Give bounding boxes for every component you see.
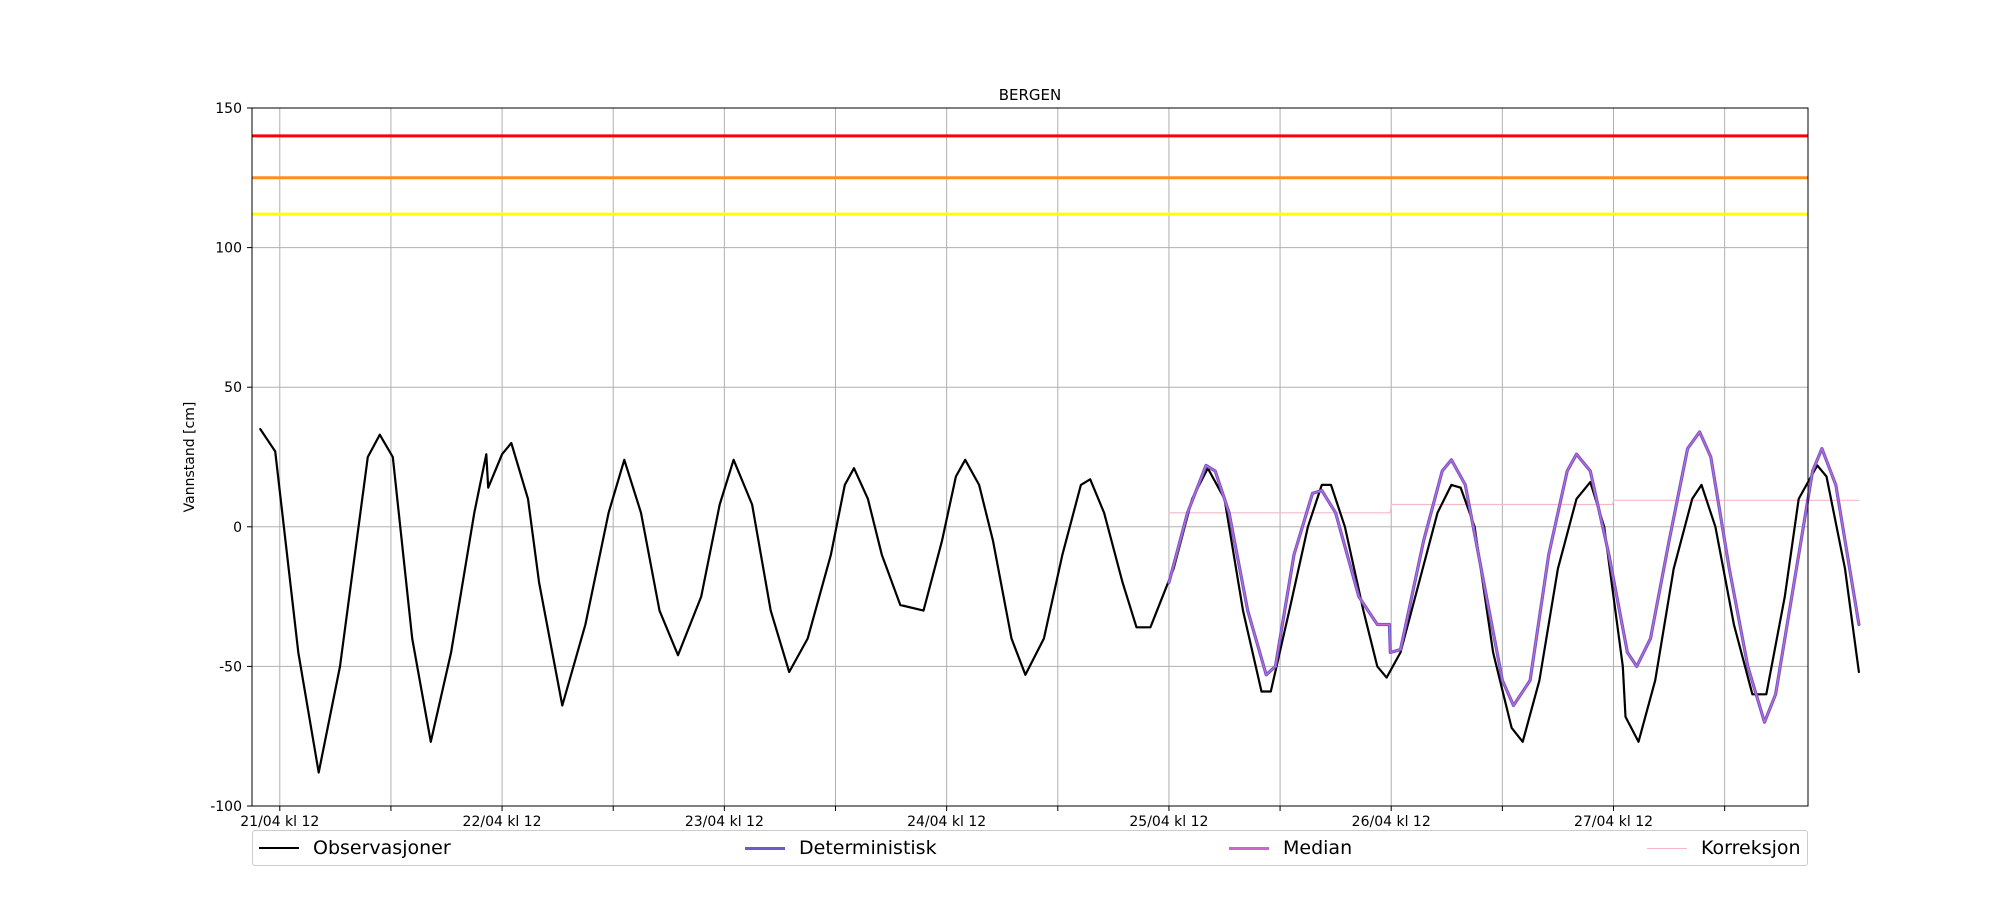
series-lines — [259, 428, 1861, 774]
y-tick-label: -50 — [219, 659, 242, 675]
x-tick-label: 24/04 kl 12 — [907, 814, 986, 830]
legend-label-deterministisk: Deterministisk — [799, 837, 937, 859]
x-tick-label: 26/04 kl 12 — [1352, 814, 1431, 830]
plot-frame — [251, 107, 1809, 807]
y-tick-label: 150 — [215, 101, 242, 117]
series-line-korreksjon — [1168, 499, 1860, 514]
legend-label-korreksjon: Korreksjon — [1701, 837, 1801, 859]
y-tick-label: -100 — [210, 799, 242, 815]
x-tick-label: 22/04 kl 12 — [463, 814, 542, 830]
series-line-median — [1168, 431, 1860, 723]
x-tick-label: 25/04 kl 12 — [1129, 814, 1208, 830]
y-tick-label: 100 — [215, 241, 242, 257]
y-tick-label: 50 — [224, 380, 242, 396]
chart-title: BERGEN — [999, 86, 1062, 104]
legend-item-korreksjon: Korreksjon — [1647, 831, 1801, 865]
legend: Observasjoner Deterministisk Median Korr… — [252, 830, 1808, 866]
legend-item-observasjoner: Observasjoner — [259, 831, 451, 865]
legend-swatch-median — [1229, 846, 1269, 850]
axis-ticks: 21/04 kl 12 22/04 kl 12 23/04 kl 12 24/04 k… — [210, 101, 1726, 830]
x-tick-label: 27/04 kl 12 — [1574, 814, 1653, 830]
x-tick-label: 21/04 kl 12 — [240, 814, 319, 830]
threshold-lines — [252, 134, 1808, 216]
legend-swatch-observasjoner — [259, 847, 299, 849]
y-axis-label: Vannstand [cm] — [182, 402, 198, 513]
legend-label-observasjoner: Observasjoner — [313, 837, 451, 859]
series-line-observasjoner — [259, 428, 1860, 774]
legend-swatch-deterministisk — [745, 846, 785, 850]
legend-label-median: Median — [1283, 837, 1353, 859]
legend-item-median: Median — [1229, 831, 1352, 865]
x-tick-label: 23/04 kl 12 — [685, 814, 764, 830]
y-tick-label: 0 — [233, 520, 242, 536]
legend-item-deterministisk: Deterministisk — [745, 831, 937, 865]
legend-swatch-korreksjon — [1647, 847, 1687, 849]
